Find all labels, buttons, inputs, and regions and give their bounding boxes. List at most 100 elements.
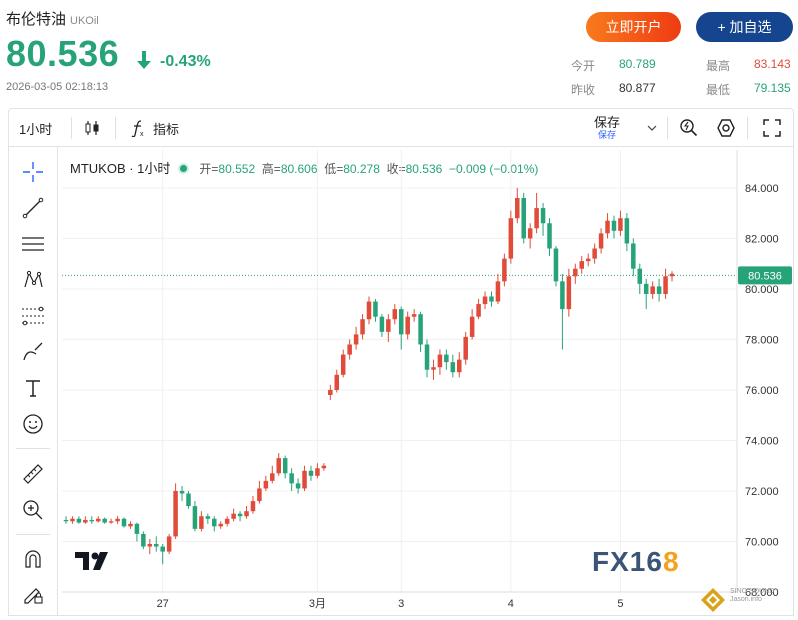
candle-type-button[interactable]	[83, 109, 101, 147]
emoji-tool[interactable]	[21, 412, 45, 436]
candle-body	[340, 354, 346, 375]
fx168-watermark: FX168	[592, 546, 680, 578]
candle-body	[437, 354, 443, 368]
candle-body	[237, 513, 243, 517]
magnifier-lightning-icon	[680, 119, 698, 137]
fib-tool[interactable]	[21, 304, 45, 328]
legend-low-label: 低=	[324, 162, 344, 176]
candle-body	[605, 220, 610, 234]
candle-body	[405, 316, 410, 335]
candle-body	[489, 296, 494, 302]
magnet-tool[interactable]	[21, 546, 45, 570]
candle-body	[579, 261, 585, 269]
fullscreen-button[interactable]	[763, 109, 781, 147]
crosshair-tool[interactable]	[21, 160, 45, 184]
save-button[interactable]: 保存 保存	[594, 109, 620, 147]
settings-button[interactable]	[716, 109, 736, 147]
add-watchlist-button[interactable]: + 加自选	[696, 12, 793, 42]
candle-body	[650, 286, 655, 294]
candle-body	[476, 304, 481, 317]
candle-body	[669, 273, 675, 277]
open-account-button[interactable]: 立即开户	[586, 12, 681, 42]
candle-body	[592, 248, 597, 259]
candle-body	[515, 197, 520, 219]
stat-label-prev-close: 昨收	[571, 83, 596, 97]
fibonacci-icon	[22, 306, 44, 326]
indicators-button[interactable]: x 指标	[129, 109, 179, 147]
x-tick-label: 5	[617, 598, 623, 610]
pattern-tool[interactable]	[21, 268, 45, 292]
legend-change: −0.009 (−0.01%)	[448, 162, 539, 176]
crosshair-icon	[23, 162, 43, 182]
candle-body	[186, 493, 191, 507]
candle-body	[218, 523, 223, 527]
y-tick-label: 84.000	[745, 183, 779, 195]
candle-body	[540, 208, 546, 224]
brush-tool[interactable]	[21, 340, 45, 364]
candle-body	[173, 490, 178, 537]
candle-body	[147, 544, 153, 547]
smiley-icon	[23, 414, 43, 434]
candle-body	[76, 518, 82, 523]
ruler-icon	[23, 464, 43, 484]
horizontal-lines-tool[interactable]	[21, 232, 45, 256]
measure-tool[interactable]	[21, 462, 45, 486]
instrument-name: 布伦特油	[6, 11, 67, 28]
market-status-dot[interactable]	[178, 163, 190, 174]
candle-body	[289, 473, 294, 484]
legend-open: 80.552	[218, 162, 256, 176]
candle-body	[643, 283, 649, 294]
toolbar-divider	[747, 117, 748, 139]
candle-body	[585, 258, 591, 262]
stat-label-low: 最低	[706, 83, 731, 97]
stat-value-high: 83.143	[754, 57, 791, 71]
last-price: 80.536	[6, 33, 120, 74]
candle-body	[386, 319, 391, 332]
sinosound-watermark: SINO SOUND Jason.info	[730, 588, 774, 604]
lock-drawings-tool[interactable]	[21, 582, 45, 606]
zoom-tool[interactable]	[21, 498, 45, 522]
candle-body	[179, 490, 185, 494]
candle-body	[257, 488, 262, 502]
candle-body	[508, 218, 514, 259]
candle-body	[521, 197, 526, 239]
candle-body	[560, 281, 565, 310]
candle-body	[89, 520, 95, 522]
text-tool[interactable]	[21, 376, 45, 400]
candle-body	[637, 268, 643, 284]
candle-body	[553, 248, 559, 282]
indicators-label: 指标	[153, 121, 180, 137]
candle-body	[411, 314, 417, 317]
watermark-brand-a: FX16	[592, 546, 663, 577]
candle-body	[315, 468, 320, 476]
trendline-tool[interactable]	[21, 196, 45, 220]
chart-container	[8, 146, 794, 616]
pattern-icon	[24, 270, 43, 288]
chart-legend: MTUKOB · 1小时 开=80.552 高=80.606 低=80.278 收…	[70, 158, 538, 177]
interval-selector[interactable]: 1小时	[19, 121, 53, 137]
candle-body	[295, 483, 301, 489]
tool-divider	[16, 534, 50, 535]
legend-high-label: 高=	[261, 162, 281, 176]
stat-value-open: 80.789	[619, 57, 656, 71]
candle-body	[153, 544, 159, 547]
candle-body	[121, 518, 127, 527]
candle-body	[263, 480, 269, 489]
candle-body	[418, 314, 423, 345]
save-dropdown[interactable]	[647, 109, 657, 147]
save-sublabel: 保存	[598, 130, 617, 140]
candle-body	[618, 218, 623, 231]
text-icon	[26, 380, 40, 397]
horizontal-lines-icon	[22, 237, 44, 251]
sinosound-logo-icon	[701, 588, 725, 612]
candle-body	[160, 546, 165, 552]
y-tick-label: 70.000	[745, 536, 779, 548]
quick-search-button[interactable]	[679, 109, 699, 147]
trendline-icon	[22, 197, 44, 219]
candle-body	[134, 523, 140, 534]
legend-open-label: 开=	[199, 162, 219, 176]
candle-body	[95, 518, 101, 522]
drawing-toolbar	[8, 146, 58, 616]
candle-body	[534, 208, 539, 229]
